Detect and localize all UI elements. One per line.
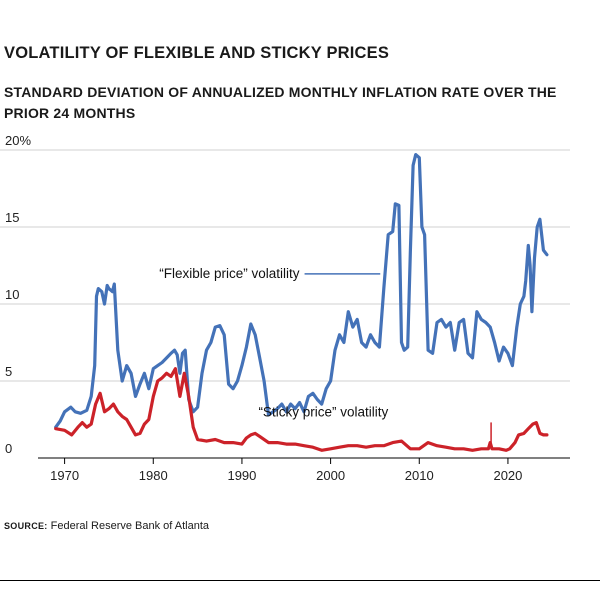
footer-rule bbox=[0, 580, 600, 581]
y-tick-label: 5 bbox=[5, 364, 12, 379]
y-tick-label: 20% bbox=[5, 133, 31, 148]
flexible-annotation-label: “Flexible price” volatility bbox=[159, 266, 300, 281]
sticky-annotation-label: “Sticky price” volatility bbox=[258, 404, 388, 419]
source-note: SOURCE: Federal Reserve Bank of Atlanta bbox=[4, 520, 209, 532]
chart-subtitle: STANDARD DEVIATION OF ANNUALIZED MONTHLY… bbox=[4, 82, 564, 124]
x-tick-label: 2020 bbox=[493, 468, 522, 480]
x-tick-label: 1990 bbox=[227, 468, 256, 480]
flexible-price-line bbox=[56, 155, 547, 428]
x-tick-label: 2010 bbox=[405, 468, 434, 480]
x-tick-label: 2000 bbox=[316, 468, 345, 480]
source-label: SOURCE: bbox=[4, 521, 48, 531]
y-tick-label: 0 bbox=[5, 441, 12, 456]
y-tick-label: 15 bbox=[5, 210, 19, 225]
chart-title: VOLATILITY OF FLEXIBLE AND STICKY PRICES bbox=[4, 44, 389, 63]
y-tick-label: 10 bbox=[5, 287, 19, 302]
source-text: Federal Reserve Bank of Atlanta bbox=[51, 520, 209, 532]
x-tick-label: 1970 bbox=[50, 468, 79, 480]
x-tick-label: 1980 bbox=[139, 468, 168, 480]
chart: 0 5 10 15 20% 1970 1980 1990 2000 2010 2020 “Flexib… bbox=[0, 130, 600, 480]
